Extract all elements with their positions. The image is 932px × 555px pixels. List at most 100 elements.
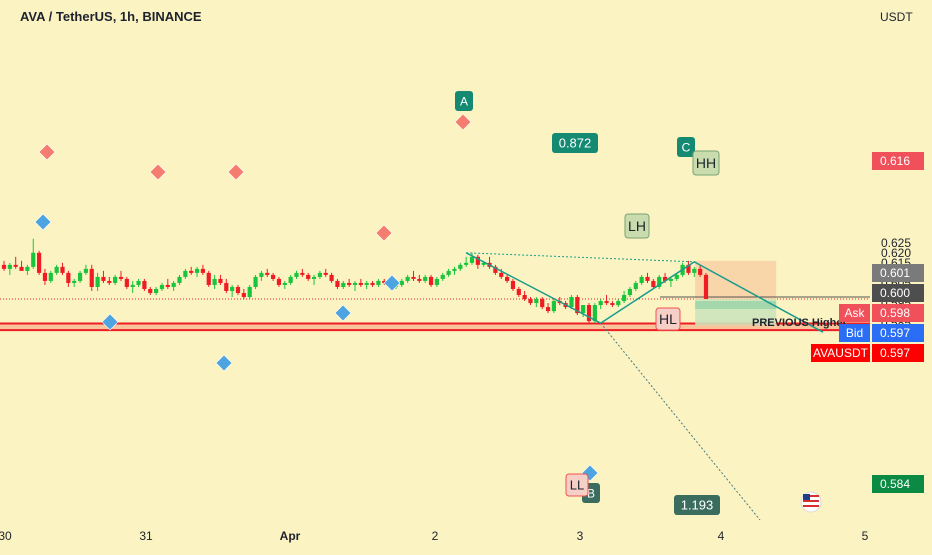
swing-low-diamond <box>383 274 401 292</box>
time-tick-label: Apr <box>280 529 301 543</box>
ratio-ac-label-box <box>552 133 598 153</box>
point-c-label-box <box>677 137 695 157</box>
candle-body <box>592 305 597 322</box>
candle-body <box>434 278 439 285</box>
candle-body <box>165 284 170 287</box>
swing-low-diamond <box>334 304 352 322</box>
candle-body <box>276 278 282 285</box>
price-tag-bid-label: Bid <box>846 326 863 340</box>
candle-body <box>657 276 662 287</box>
candle-body <box>95 276 100 287</box>
candle-body <box>37 252 42 273</box>
hh-label-text: HH <box>696 155 716 171</box>
candle-body <box>703 274 709 300</box>
candle-body <box>148 288 153 293</box>
candle-body <box>113 276 118 283</box>
hl-label-text: HL <box>659 311 677 327</box>
price-tag-h2-value: 0.600 <box>880 286 910 300</box>
ratio-ac-label-text: 0.872 <box>559 136 592 151</box>
swing-high-diamond <box>149 163 167 181</box>
candle-body <box>545 307 551 312</box>
candle-body <box>89 268 94 287</box>
candle-body <box>224 282 229 291</box>
time-tick-label: 30 <box>0 529 12 543</box>
candle-body <box>405 276 410 281</box>
candle-body <box>528 299 533 304</box>
stop-loss-zone <box>695 260 777 300</box>
us-flag-canton <box>803 494 810 500</box>
previous-higher-label: PREVIOUS Higher <box>752 317 847 329</box>
candle-body <box>616 301 621 306</box>
price-tag-h1 <box>872 264 924 282</box>
point-b-label-text: B <box>587 486 595 500</box>
candle-body <box>692 268 697 273</box>
candle-body <box>118 276 124 279</box>
swing-low-diamond <box>34 213 52 231</box>
candle-body <box>540 299 545 308</box>
time-tick-label: 3 <box>577 529 584 543</box>
hl-label-box <box>655 307 681 331</box>
candle-body <box>586 305 592 322</box>
candle-body <box>282 282 287 285</box>
pattern-layer <box>465 252 824 521</box>
symbol-title[interactable]: AVA / TetherUS, 1h, BINANCE <box>20 9 202 24</box>
candle-body <box>101 276 106 281</box>
swing-high-diamond <box>227 163 245 181</box>
price-tag-target-value: 0.584 <box>880 477 910 491</box>
candle-body <box>329 274 334 281</box>
candle-body <box>352 282 358 285</box>
candle-body <box>136 280 141 285</box>
candle-body <box>686 264 691 273</box>
candle-body <box>622 295 627 302</box>
candle-body <box>159 284 165 289</box>
candle-body <box>551 301 556 312</box>
candle-body <box>516 288 521 296</box>
candle-body <box>639 276 644 283</box>
candle-body <box>522 295 527 300</box>
candle-body <box>423 276 428 281</box>
swing-high-diamond <box>38 143 56 161</box>
candle-body <box>72 280 77 283</box>
candle-body <box>668 278 673 281</box>
candle-body <box>376 280 381 285</box>
candle-body <box>66 272 71 283</box>
point-c-label-text: C <box>682 140 691 154</box>
price-tag-ask <box>872 304 924 322</box>
candle-body <box>241 293 246 298</box>
price-tag-target <box>872 475 924 493</box>
candle-body <box>645 276 650 281</box>
currency-label: USDT <box>880 10 913 24</box>
candle-body <box>317 272 322 277</box>
candle-body <box>259 272 264 277</box>
ratio-b-label-box <box>674 495 720 515</box>
candle-body <box>171 282 176 287</box>
candle-body <box>288 276 293 283</box>
candle-body <box>194 268 200 273</box>
markers-layer <box>34 113 599 482</box>
swing-low-diamond <box>101 313 119 331</box>
price-tag-last-label-box <box>811 344 870 362</box>
candle-body <box>19 266 24 271</box>
candle-body <box>446 270 451 275</box>
candle-body <box>698 268 703 275</box>
candle-body <box>633 282 638 289</box>
price-tick-label: 0.625 <box>881 236 911 250</box>
candle-body <box>469 256 475 263</box>
price-tag-h2 <box>872 284 924 302</box>
candle-body <box>189 270 194 273</box>
candle-body <box>440 274 445 279</box>
candle-body <box>60 266 65 273</box>
candle-body <box>177 276 182 283</box>
candle-body <box>206 272 211 285</box>
swing-low-diamond <box>215 354 233 372</box>
candle-body <box>235 286 241 293</box>
candle-body <box>610 303 615 306</box>
price-tick-label: 0.620 <box>881 246 911 260</box>
candle-body <box>200 268 205 273</box>
lh-label-box <box>624 213 650 239</box>
candle-body <box>452 268 457 271</box>
point-a-label-text: A <box>460 94 468 108</box>
candle-body <box>247 286 252 298</box>
